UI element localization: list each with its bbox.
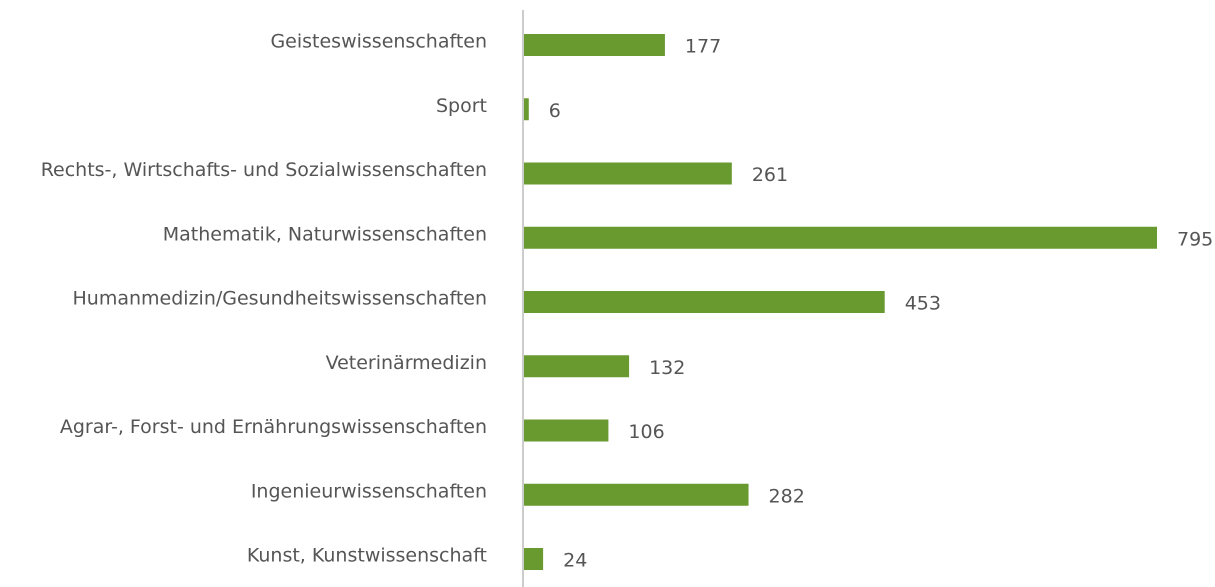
- value-label: 177: [685, 36, 721, 58]
- category-label: Humanmedizin/Gesundheitswissenschaften: [73, 288, 487, 310]
- value-label: 132: [649, 357, 685, 379]
- bar: [524, 34, 665, 56]
- category-label: Geisteswissenschaften: [270, 31, 487, 53]
- bar: [524, 548, 544, 570]
- category-label: Agrar-, Forst- und Ernährungswissenschaf…: [60, 416, 487, 438]
- bar: [524, 162, 732, 185]
- bar: [524, 419, 609, 442]
- bar: [524, 98, 529, 121]
- value-label: 453: [905, 293, 941, 315]
- value-label: 24: [563, 550, 587, 572]
- bar: [524, 226, 1157, 249]
- bar: [524, 355, 630, 378]
- value-label: 6: [549, 100, 561, 122]
- value-label: 261: [752, 164, 788, 186]
- category-label: Sport: [436, 95, 487, 117]
- value-label: 282: [769, 485, 805, 507]
- category-label: Kunst, Kunstwissenschaft: [247, 545, 487, 567]
- category-label: Ingenieurwissenschaften: [251, 480, 487, 502]
- category-label: Rechts-, Wirtschafts- und Sozialwissensc…: [41, 159, 487, 181]
- value-label: 106: [628, 421, 664, 443]
- category-label: Mathematik, Naturwissenschaften: [163, 223, 487, 245]
- category-label: Veterinärmedizin: [326, 352, 487, 374]
- bar: [524, 291, 885, 313]
- value-label: 795: [1177, 228, 1213, 250]
- bar: [524, 483, 749, 506]
